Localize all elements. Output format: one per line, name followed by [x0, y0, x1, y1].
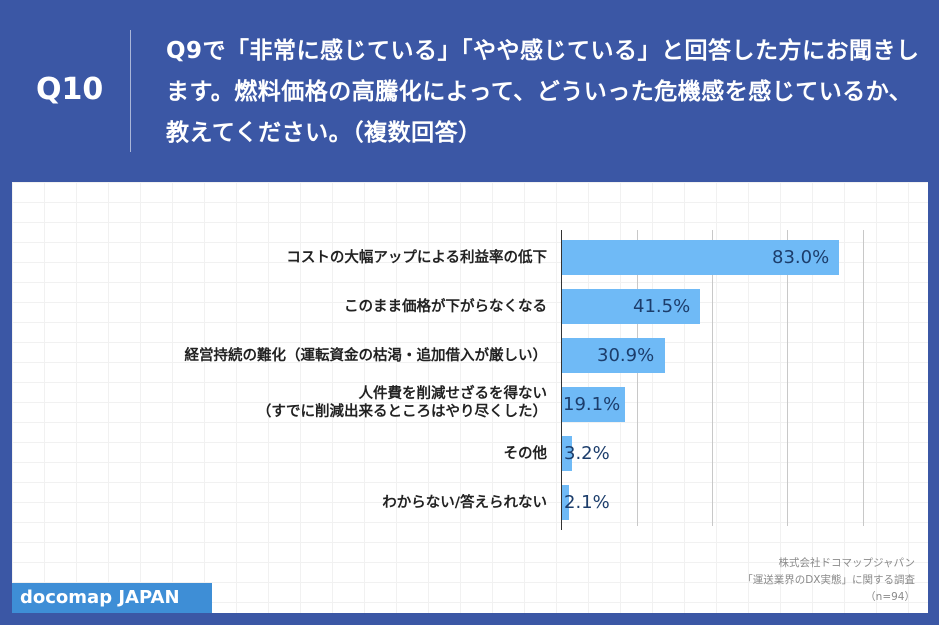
- bar: [562, 338, 665, 373]
- gridline: [787, 230, 788, 526]
- bar-label-sub: （すでに削減出来るところはやり尽くした）: [256, 404, 547, 420]
- source-credit: 株式会社ドコマップジャパン 「運送業界のDX実態」に関する調査 （n=94）: [742, 555, 915, 606]
- company-name: 株式会社ドコマップジャパン: [778, 557, 916, 569]
- bar-label: コストの大幅アップによる利益率の低下: [286, 250, 547, 266]
- bar-label: わからない/答えられない: [382, 495, 547, 511]
- gridline: [637, 230, 638, 526]
- bar-value: 2.1%: [564, 492, 610, 513]
- bar-value: 83.0%: [772, 247, 830, 268]
- gridline: [863, 230, 864, 526]
- bar-value: 41.5%: [633, 296, 691, 317]
- bar: [562, 240, 839, 275]
- bar-label: 経営持続の難化（運転資金の枯渇・追加借入が厳しい）: [184, 348, 548, 364]
- bar: [562, 289, 700, 324]
- y-axis-line: [561, 230, 562, 530]
- bar-value: 30.9%: [597, 345, 655, 366]
- bar: [562, 387, 625, 422]
- question-header: Q10 Q9で「非常に感じている」「やや感じている」と回答した方にお聞きします。…: [0, 0, 939, 182]
- question-number: Q10: [36, 72, 104, 107]
- gridline: [712, 230, 713, 526]
- bar-label: その他: [503, 446, 548, 462]
- bar: [562, 436, 572, 471]
- bar-label: このまま価格が下がらなくなる: [344, 299, 547, 315]
- header-divider: [130, 30, 131, 152]
- sample-size: （n=94）: [865, 591, 915, 603]
- bar: [562, 485, 569, 520]
- question-text: Q9で「非常に感じている」「やや感じている」と回答した方にお聞きします。燃料価格…: [166, 38, 920, 146]
- brand-logo: docomap JAPAN: [12, 583, 212, 613]
- bar-label: 人件費を削減せざるを得ない: [358, 386, 548, 402]
- survey-title: 「運送業界のDX実態」に関する調査: [742, 574, 915, 586]
- bar-value: 19.1%: [563, 394, 621, 415]
- bar-value: 3.2%: [564, 443, 610, 464]
